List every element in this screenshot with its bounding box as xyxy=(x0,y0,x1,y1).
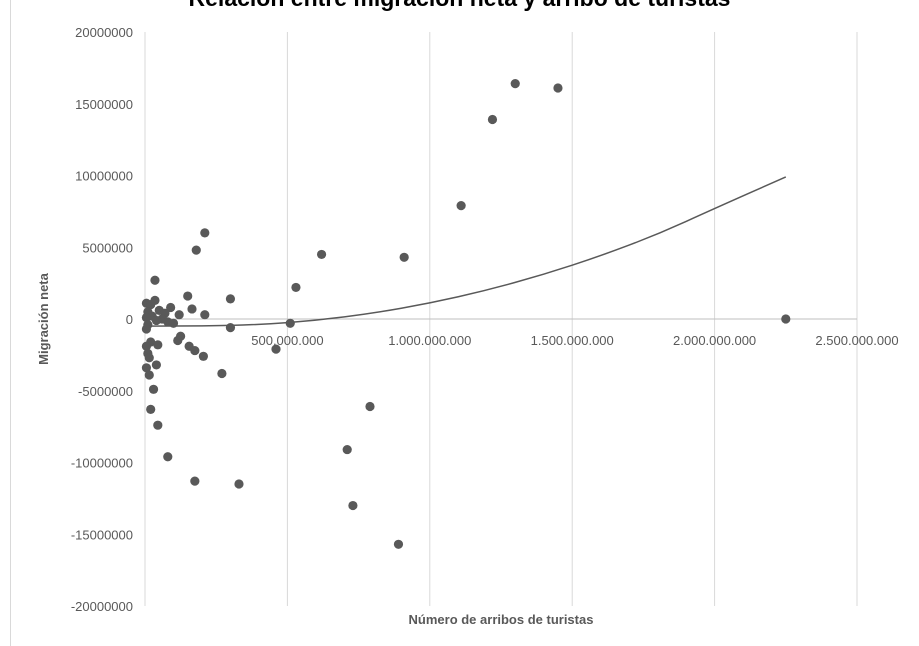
data-point-25 xyxy=(151,315,161,326)
data-point-54 xyxy=(234,479,244,489)
data-point-4 xyxy=(200,228,210,238)
data-point-10 xyxy=(183,291,193,301)
y-axis-title: Migración neta xyxy=(36,272,51,365)
data-point-41 xyxy=(198,351,208,361)
chart-border xyxy=(10,0,11,646)
data-point-35 xyxy=(153,340,163,350)
data-point-30 xyxy=(225,323,236,333)
data-point-47 xyxy=(148,384,159,394)
data-point-53 xyxy=(190,476,200,486)
data-point-9 xyxy=(291,282,301,293)
chart-title: Relación entre migración neta y arribo d… xyxy=(0,0,919,12)
data-point-38 xyxy=(271,344,281,354)
data-point-42 xyxy=(144,353,154,363)
data-point-43 xyxy=(151,360,161,370)
data-point-15 xyxy=(166,302,176,313)
y-tick-label-3: 5000000 xyxy=(82,240,133,255)
data-point-0 xyxy=(510,79,520,89)
data-point-7 xyxy=(399,252,409,262)
data-point-44 xyxy=(141,363,152,373)
trendline xyxy=(144,176,787,327)
data-point-31 xyxy=(141,324,152,334)
y-tick-label-8: -20000000 xyxy=(71,599,133,614)
data-point-51 xyxy=(342,444,352,455)
data-point-55 xyxy=(348,500,358,511)
data-point-57 xyxy=(781,314,791,324)
data-point-1 xyxy=(553,83,563,93)
data-point-33 xyxy=(173,335,183,346)
data-point-45 xyxy=(217,368,227,379)
x-tick-label-2: 1.500.000.000 xyxy=(531,333,614,348)
data-point-8 xyxy=(150,275,160,285)
data-point-28 xyxy=(285,318,295,328)
data-point-46 xyxy=(144,370,154,380)
data-point-36 xyxy=(141,341,152,351)
x-tick-label-0: 500.000.000 xyxy=(251,333,323,348)
data-point-49 xyxy=(146,404,156,415)
data-point-11 xyxy=(225,294,236,304)
y-tick-label-4: 0 xyxy=(126,312,133,327)
y-tick-label-7: -15000000 xyxy=(71,527,133,542)
y-tick-label-6: -10000000 xyxy=(71,456,133,471)
data-point-5 xyxy=(191,245,201,255)
y-tick-label-2: 10000000 xyxy=(75,169,133,184)
y-tick-labels: 20000000 15000000 10000000 5000000 0 -5000000… xyxy=(71,25,133,614)
data-point-6 xyxy=(316,249,327,260)
x-tick-labels: 500.000.000 1.000.000.000 1.500.000.000 2.0… xyxy=(251,333,898,348)
data-point-27 xyxy=(168,318,179,328)
data-point-3 xyxy=(456,201,466,211)
y-tick-label-5: -5000000 xyxy=(78,384,133,399)
x-tick-label-4: 2.500.000.000 xyxy=(815,333,898,348)
data-point-48 xyxy=(365,401,375,412)
data-point-21 xyxy=(200,310,210,320)
data-point-56 xyxy=(393,539,404,549)
data-point-16 xyxy=(187,304,197,314)
y-tick-label-0: 20000000 xyxy=(75,25,133,40)
data-point-20 xyxy=(174,310,184,320)
y-tick-label-1: 15000000 xyxy=(75,97,133,112)
data-point-50 xyxy=(153,420,163,430)
x-tick-label-1: 1.000.000.000 xyxy=(388,333,471,348)
data-point-14 xyxy=(146,300,156,310)
x-axis-title: Número de arribos de turistas xyxy=(409,612,594,627)
x-tick-label-3: 2.000.000.000 xyxy=(673,333,756,348)
data-point-39 xyxy=(190,345,200,356)
data-point-23 xyxy=(141,312,152,323)
data-point-2 xyxy=(487,114,498,125)
data-points xyxy=(141,79,791,549)
data-point-52 xyxy=(163,452,173,462)
